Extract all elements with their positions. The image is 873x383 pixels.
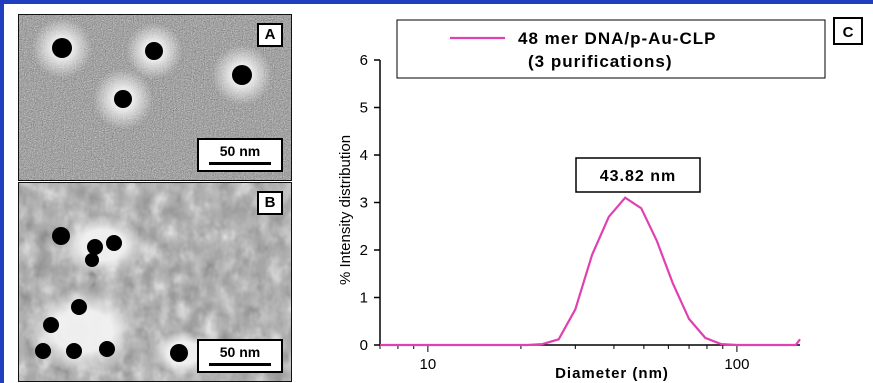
y-tick-label: 0 xyxy=(360,337,368,354)
panel-b-scale-label: 50 nm xyxy=(219,344,261,360)
panel-a-scale-label: 50 nm xyxy=(219,143,261,159)
y-tick-label: 3 xyxy=(360,195,368,212)
micrograph-panel-b: B 50 nm xyxy=(18,182,292,382)
panel-b-letter: B xyxy=(257,191,283,215)
legend-label-line-1: 48 mer DNA/p-Au-CLP xyxy=(518,29,716,48)
panel-c-letter: C xyxy=(843,24,854,41)
panel-b-scale-bar: 50 nm xyxy=(197,339,283,373)
x-tick-label: 10 xyxy=(420,356,437,373)
y-tick-label: 6 xyxy=(360,52,368,69)
y-tick-label: 5 xyxy=(360,100,368,117)
frame-left-border xyxy=(0,0,4,383)
y-axis-label: % Intensity distribution xyxy=(337,135,354,285)
panel-b-scale-line xyxy=(209,363,271,366)
panel-c-letter-box xyxy=(833,17,863,45)
panel-a-letter: A xyxy=(257,23,283,47)
panel-a-scale-line xyxy=(209,162,271,165)
legend-box xyxy=(396,19,826,79)
panel-a-scale-bar: 50 nm xyxy=(197,138,283,172)
x-tick-label: 100 xyxy=(724,356,749,373)
y-axis-ticks: 0 1 2 3 4 5 6 xyxy=(360,52,380,354)
series-line-intensity xyxy=(380,196,801,347)
y-tick-label: 2 xyxy=(360,242,368,259)
x-axis-label: Diameter (nm) xyxy=(555,365,669,382)
peak-annotation-box xyxy=(575,157,701,193)
peak-annotation: 43.82 nm xyxy=(600,168,676,185)
y-tick-label: 4 xyxy=(360,147,368,164)
frame-top-border xyxy=(0,0,873,4)
micrograph-panel-a: A 50 nm xyxy=(18,14,292,181)
legend-label-line-2: (3 purifications) xyxy=(528,52,673,71)
y-tick-label: 1 xyxy=(360,290,368,307)
dls-chart: 0 1 2 3 4 5 6 10 100 48 mer DNA/p-Au-CLP (3 pur… xyxy=(337,17,863,382)
